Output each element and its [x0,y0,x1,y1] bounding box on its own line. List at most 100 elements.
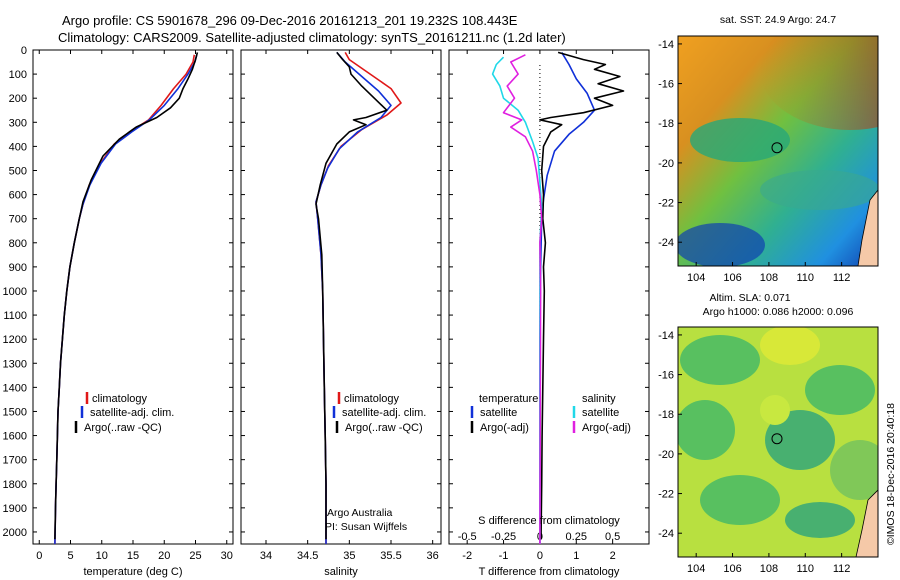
sla-map-x-tick-label: 112 [833,563,851,575]
salinity-x-tick-label: 35.5 [380,550,401,562]
sla-map-y-tick-label: -24 [658,528,674,540]
depth-tick-label: 1000 [3,286,27,298]
salinity-legend: climatology satellite-adj. clim. Argo(..… [332,392,426,434]
difference-series-s-argo-adj [502,54,543,545]
salinity-x-tick-label: 36 [427,550,439,562]
depth-tick-label: 1900 [3,503,27,515]
depth-tick-label: 1300 [3,358,27,370]
depth-tick-label: 2000 [3,527,27,539]
depth-tick-label: 1500 [3,406,27,418]
temperature-x-tick-label: 20 [158,550,170,562]
sst-map-image [678,36,878,266]
legend-title-temperature: temperature [479,393,538,405]
salinity-panel-frame [240,49,442,545]
sst-map-y-tick-label: -22 [658,198,674,210]
figure-title-line1: Argo profile: CS 5901678_296 09-Dec-2016… [62,13,518,28]
salinity-plot: 34 34.5 35 35.5 36 [260,50,439,562]
sla-argo-location-marker [771,433,783,445]
temperature-panel-frame [32,49,234,545]
sst-map-x-tick-label: 104 [687,272,705,284]
depth-tick-label: 1400 [3,382,27,394]
depth-tick-label: 800 [9,238,27,250]
depth-tick-label: 1700 [3,455,27,467]
temperature-legend: climatology satellite-adj. clim. Argo(..… [74,392,174,434]
legend-label-argo: Argo(..raw -QC) [345,422,423,434]
sst-map-axes: 104 106 108 110 112 -14 -16 -18 -20 -22 -24 [658,39,850,284]
temperature-x-tick-label: 15 [127,550,139,562]
difference-x-tick-label: 1 [573,550,579,562]
sla-map-y-tick-label: -16 [658,370,674,382]
sla-map-x-tick-label: 110 [796,563,814,575]
depth-tick-label: 1100 [3,310,27,322]
difference-series-t-argo-adj [539,51,625,540]
sla-map-y-tick-label: -20 [658,449,674,461]
depth-tick-label: 600 [9,190,27,202]
difference-x-tick-label: 2 [610,550,616,562]
sst-map-y-tick-label: -20 [658,158,674,170]
depth-tick-label: 500 [9,165,27,177]
imos-credit: ©IMOS 18-Dec-2016 20:40:18 [885,403,897,545]
depth-tick-label: 1200 [3,334,27,346]
sla-map-x-tick-label: 108 [760,563,778,575]
depth-tick-label: 300 [9,117,27,129]
sla-map-x-tick-label: 106 [723,563,741,575]
sla-map-y-tick-label: -18 [658,409,674,421]
difference-top-tick-label: 0.25 [566,531,587,543]
depth-tick-label: 200 [9,93,27,105]
legend-label-climatology: climatology [344,393,400,405]
difference-xlabel: T difference from climatology [479,566,620,578]
legend-label-s-argo: Argo(-adj) [582,422,631,434]
sla-map-axes: 104 106 108 110 112 -14 -16 -18 -20 -22 -24 [658,330,850,575]
sla-map-y-tick-label: -22 [658,489,674,501]
salinity-series-climatology [315,52,402,544]
sla-map-title-line2: Argo h1000: 0.086 h2000: 0.096 [703,306,854,318]
sst-map-y-tick-label: -24 [658,237,674,249]
difference-legend: temperature satellite Argo(-adj) salinit… [470,393,631,434]
depth-tick-label: 1800 [3,479,27,491]
difference-series-s-satellite [491,56,543,544]
sst-map-title: sat. SST: 24.9 Argo: 24.7 [720,14,836,26]
sla-map-image [678,327,878,557]
sst-map-x-tick-label: 106 [723,272,741,284]
legend-label-satellite: satellite-adj. clim. [90,407,174,419]
sst-map-y-tick-label: -18 [658,118,674,130]
temperature-series-satellite-adj-clim [54,54,198,545]
depth-tick-label: 100 [9,69,27,81]
sla-map-x-tick-label: 104 [687,563,705,575]
depth-axis: 0 100 200 300 400 500 600 700 800 900 1000 1100 1200… [3,45,649,539]
depth-tick-label: 0 [21,45,27,57]
sst-map-x-tick-label: 112 [833,272,851,284]
sst-map-x-tick-label: 108 [760,272,778,284]
sst-map-x-tick-label: 110 [796,272,814,284]
temperature-series-argo-raw-qc [54,52,199,540]
salinity-x-tick-label: 34 [260,550,272,562]
legend-label-climatology: climatology [92,393,148,405]
depth-tick-label: 1600 [3,431,27,443]
temperature-x-tick-label: 30 [221,550,233,562]
legend-label-argo: Argo(..raw -QC) [84,422,162,434]
salinity-x-tick-label: 34.5 [297,550,318,562]
salinity-x-tick-label: 35 [343,550,355,562]
difference-top-tick-label: 0.5 [605,531,620,543]
legend-label-t-argo: Argo(-adj) [480,422,529,434]
salinity-annotation-org: Argo Australia [327,507,393,519]
depth-tick-label: 700 [9,214,27,226]
depth-tick-label: 900 [9,262,27,274]
legend-title-salinity: salinity [582,393,616,405]
sst-map-y-tick-label: -16 [658,79,674,91]
temperature-plot: 0 5 10 15 20 25 30 [36,50,233,562]
sst-map-frame [677,35,879,267]
legend-label-t-satellite: satellite [480,407,517,419]
difference-plot: -2 -1 0 1 2-0.5 -0.25 0 0.25 0.5 [458,50,625,562]
salinity-series-satellite-adj-clim [315,51,392,544]
salinity-xlabel: salinity [324,566,358,578]
sla-map-title-line1: Altim. SLA: 0.071 [709,292,790,304]
difference-x-tick-label: -2 [462,550,472,562]
difference-top-tick-label: -0.5 [458,531,477,543]
difference-series-t-satellite [539,51,596,544]
temperature-series-climatology [54,54,196,545]
difference-x-tick-label: 0 [537,550,543,562]
temperature-x-tick-label: 25 [189,550,201,562]
temperature-x-tick-label: 10 [96,550,108,562]
